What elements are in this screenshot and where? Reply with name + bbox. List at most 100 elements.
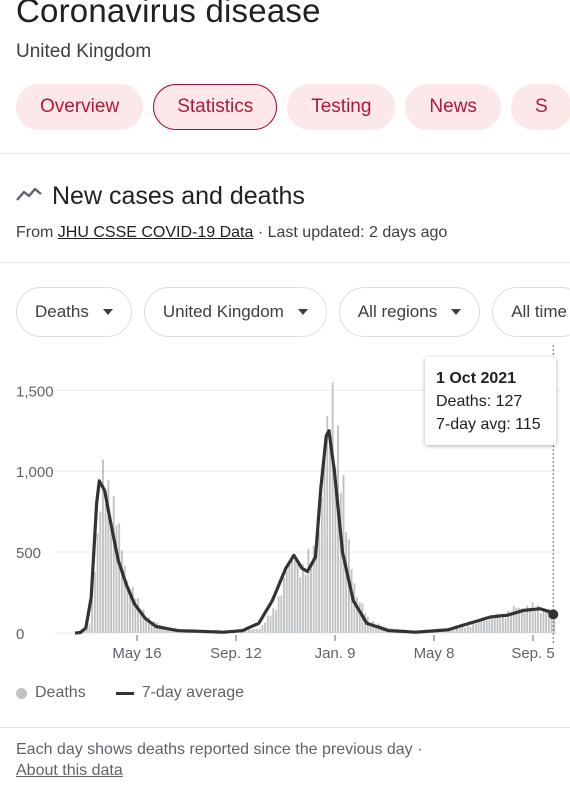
bar [518,607,521,633]
bar [528,609,531,633]
metric-label: Deaths [35,302,89,321]
deaths-chart[interactable]: 0 500 1,000 1,500 May 16 Sep. 12 Jan. 9 May 8 Se… [0,345,570,670]
bar [456,628,458,633]
bar [466,625,469,633]
subregion-label: All regions [357,302,438,321]
divider [0,262,570,263]
tab-news[interactable]: News [405,84,501,130]
bar [296,559,299,633]
bar [299,577,302,633]
bar [545,612,548,633]
chevron-down-icon [102,309,113,315]
tab-statistics[interactable]: Statistics [153,84,278,130]
tooltip-deaths: Deaths: 127 [436,393,523,410]
bar [337,425,340,633]
trend-icon [16,186,42,207]
legend-avg: 7-day average [141,684,244,701]
x-tick-label: Sep. 5 [511,645,554,662]
time-dropdown[interactable]: All time [492,287,570,337]
bar [339,492,342,633]
bar [488,619,491,633]
bar [158,624,161,633]
bar [526,605,529,633]
bar [534,610,537,633]
bar [458,628,461,633]
bar [356,597,358,633]
bar [150,621,153,633]
metric-dropdown[interactable]: Deaths [16,287,132,337]
bar [145,618,148,633]
x-tick-label: May 16 [112,645,161,662]
bar [93,572,96,633]
legend-deaths: Deaths [35,684,86,701]
bar [123,565,126,633]
bar [293,560,296,633]
bar [329,429,331,633]
bar [277,596,280,633]
bar [301,564,304,633]
bar [453,628,456,633]
about-data-link[interactable]: About this data [16,762,123,779]
bar [304,574,307,633]
bar [483,620,485,633]
bar [507,610,510,633]
tooltip-date: 1 Oct 2021 [436,370,517,387]
bar [539,613,542,633]
bar [166,628,169,633]
source-link[interactable]: JHU CSSE COVID-19 Data [57,224,254,241]
bar [112,496,115,633]
bar [102,459,104,633]
bar [491,616,494,633]
bar [480,621,483,633]
bar [307,548,310,633]
bar [334,466,337,633]
tab-testing[interactable]: Testing [287,84,396,130]
bar [537,605,539,633]
bar [350,569,353,633]
bar [104,503,107,633]
bar [515,607,518,633]
bar [477,620,480,633]
bar [472,622,475,633]
bar [474,623,477,633]
chart-legend: Deaths 7-day average [16,684,244,702]
bar [147,617,150,633]
bar [129,589,131,633]
bar [358,602,361,633]
section-header: New cases and deaths [16,182,305,211]
hover-point [548,609,559,620]
bar [256,629,258,633]
bar [239,631,242,633]
bar [118,523,121,633]
legend-avg-swatch [115,691,134,695]
bar [469,626,472,633]
last-updated: · Last updated: 2 days ago [253,224,448,241]
source-prefix: From [16,224,58,241]
tab-overview[interactable]: Overview [16,84,144,130]
bar [120,550,123,633]
bar [250,629,253,633]
divider [0,153,570,154]
y-tick-label: 1,500 [16,383,54,400]
bar [247,629,250,633]
bar [501,613,504,633]
bar [504,618,507,633]
bar [280,595,283,633]
footnote: Each day shows deaths reported since the… [16,741,423,758]
bar [85,627,88,633]
bar [510,611,512,633]
region-label: United Kingdom [162,302,284,321]
bar [447,629,450,633]
region-dropdown[interactable]: United Kingdom [143,287,327,337]
tab-partial[interactable]: S [510,84,570,130]
bar [107,480,110,633]
subregion-dropdown[interactable]: All regions [338,287,481,337]
y-tick-label: 0 [16,626,24,643]
bar [142,609,145,633]
bar [266,615,269,633]
y-tick-label: 1,000 [16,464,54,481]
bar [547,608,550,633]
bar [285,570,288,633]
bar [345,532,348,633]
bar [258,629,261,633]
